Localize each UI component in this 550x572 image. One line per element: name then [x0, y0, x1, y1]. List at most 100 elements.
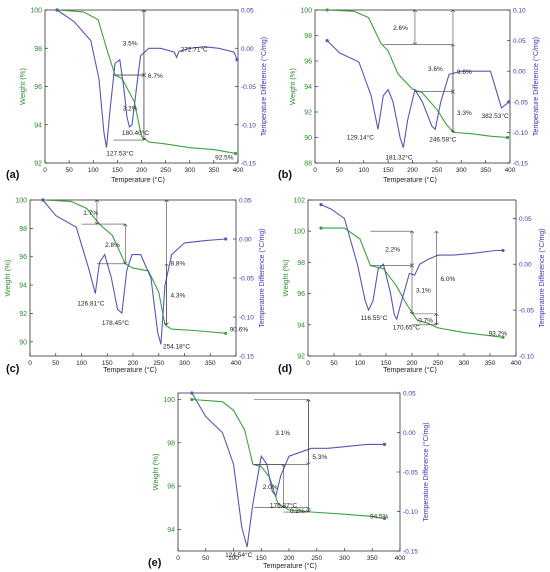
y2-tick-label: -0.05	[513, 99, 528, 106]
y2-tick-label: 0.05	[513, 38, 526, 45]
y-tick-label: 98	[304, 33, 312, 40]
chart-panel: 0 50 100 150 200 250 300 350 400 94 96 98 100 -0.15 -0…	[148, 391, 430, 571]
x-tick-label: 300	[459, 360, 470, 367]
step-arrow	[411, 230, 415, 234]
step-arrow	[450, 130, 454, 133]
step-arrow	[434, 322, 437, 326]
step-arrow	[308, 509, 311, 513]
x-tick-label: 200	[136, 167, 147, 174]
dta-curve	[42, 199, 226, 345]
series-end-marker	[501, 335, 505, 339]
x-tick-label: 150	[381, 360, 392, 367]
mass-loss-label: 1.7%	[83, 210, 98, 217]
x-tick-label: 0	[306, 360, 310, 367]
x-tick-label: 100	[228, 555, 239, 562]
peak-annotation: 181.32°C	[385, 154, 412, 162]
x-axis-label: Temperature (°C)	[263, 562, 317, 570]
x-tick-label: 400	[233, 167, 244, 174]
y2-axis-label: Temperature Difference (°C/mg)	[422, 422, 430, 521]
series-end-marker	[507, 100, 511, 104]
series-start-marker	[325, 39, 329, 43]
mass-loss-label: 6.0%	[440, 276, 455, 283]
x-tick-label: 150	[383, 167, 394, 174]
x-tick-label: 100	[358, 167, 369, 174]
mass-loss-label: 9.6%	[457, 69, 472, 76]
step-arrow	[125, 223, 128, 227]
y2-tick-label: -0.05	[519, 308, 534, 315]
y2-tick-label: -0.15	[513, 161, 528, 168]
x-tick-label: 50	[330, 360, 338, 367]
y-tick-label: 100	[15, 198, 27, 205]
peak-annotation: 126.81°C	[77, 300, 104, 308]
peak-annotation: 116.55°C	[361, 314, 388, 322]
step-arrow	[141, 137, 145, 141]
x-tick-label: 250	[433, 360, 444, 367]
step-arrow	[143, 74, 147, 78]
x-tick-label: 300	[184, 167, 195, 174]
series-start-marker	[190, 397, 194, 402]
step-arrow	[414, 9, 418, 13]
peak-annotation: 92.5%	[215, 154, 234, 161]
x-axis-label: Temperature (°C)	[111, 176, 165, 184]
step-arrow	[452, 91, 456, 94]
series-start-marker	[190, 391, 194, 395]
step-arrow	[308, 507, 311, 510]
step-arrow	[436, 322, 439, 326]
mass-loss-label: 2.0%	[263, 484, 278, 491]
step-arrow	[409, 230, 413, 234]
y2-tick-label: 0.00	[241, 46, 254, 53]
y-tick-label: 100	[293, 229, 305, 236]
y-tick-label: 94	[34, 122, 42, 129]
mass-loss-label: 4.3%	[170, 292, 185, 299]
y-tick-label: 92	[304, 110, 312, 117]
dta-curve	[320, 204, 503, 321]
y2-axis-label: Temperature Difference (°C/mg)	[532, 37, 540, 136]
step-arrow	[96, 199, 100, 203]
y2-tick-label: -0.15	[241, 161, 256, 168]
y2-tick-label: 0.00	[403, 430, 416, 437]
step-arrow	[141, 9, 145, 13]
series-end-marker	[501, 248, 505, 253]
peak-annotation: 246.58°C	[429, 135, 456, 143]
step-arrow	[409, 311, 413, 315]
step-arrow	[308, 399, 311, 402]
y-axis-label: Weight (%)	[18, 68, 27, 105]
step-arrow	[436, 313, 439, 317]
chart-panel: 0 50 100 150 200 250 300 350 400 92 94 96 98 100 -0.15…	[6, 8, 268, 185]
x-tick-label: 50	[66, 167, 74, 174]
series-end-marker	[382, 442, 387, 446]
x-tick-label: 350	[367, 555, 378, 562]
y-tick-label: 92	[297, 354, 305, 361]
step-arrow	[123, 223, 126, 227]
step-arrow	[450, 9, 454, 13]
step-arrow	[306, 399, 309, 402]
step-arrow	[412, 42, 416, 45]
series-end-marker	[224, 331, 228, 335]
weight-curve	[42, 199, 226, 334]
peak-annotation: 170.65°C	[393, 323, 420, 331]
step-arrow	[450, 44, 454, 47]
step-arrow	[452, 130, 456, 133]
dta-curve	[191, 392, 385, 548]
mass-loss-label: 2.8%	[105, 242, 120, 249]
y2-axis-label: Temperature Difference (°C/mg)	[538, 228, 546, 327]
step-arrow	[281, 505, 284, 508]
step-arrow	[452, 9, 456, 13]
y2-tick-label: 0.05	[239, 198, 252, 205]
y-tick-label: 98	[34, 46, 42, 53]
step-arrow	[164, 322, 167, 326]
series-start-marker	[319, 226, 323, 230]
plot-frame	[314, 9, 511, 164]
series-start-marker	[55, 8, 59, 12]
step-arrow	[409, 265, 413, 268]
x-tick-label: 350	[208, 167, 219, 174]
series-end-marker	[233, 151, 238, 156]
peak-annotation: 90.6%	[230, 326, 249, 333]
panel-label: (d)	[278, 363, 292, 375]
x-axis-label: Temperature (°C)	[383, 176, 437, 184]
weight-curve	[327, 9, 508, 139]
x-tick-label: 50	[336, 167, 344, 174]
step-arrow	[412, 9, 416, 13]
x-tick-label: 350	[480, 167, 491, 174]
step-arrow	[434, 230, 437, 234]
